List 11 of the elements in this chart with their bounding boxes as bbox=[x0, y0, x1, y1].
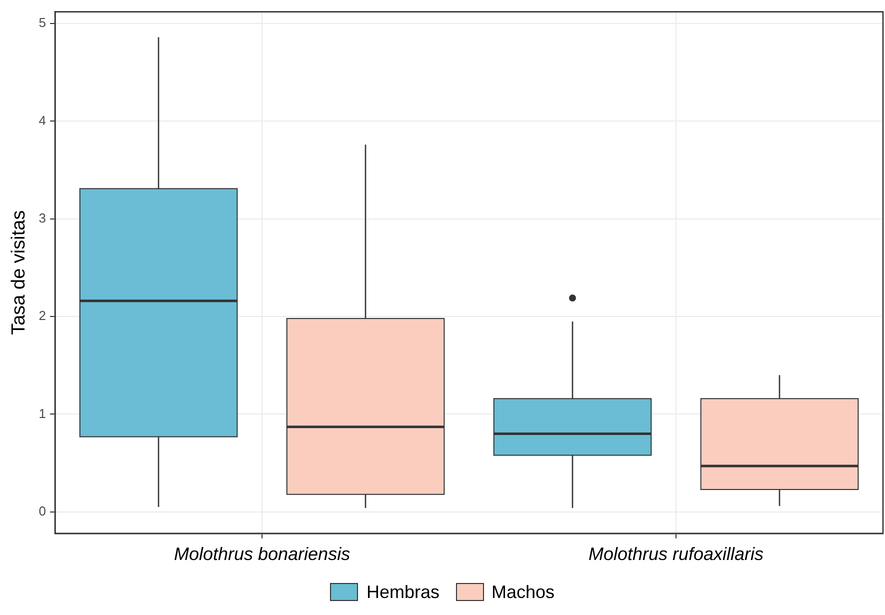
y-tick-label: 0 bbox=[38, 503, 46, 518]
y-axis-title: Tasa de visitas bbox=[8, 210, 30, 335]
y-tick-label: 3 bbox=[38, 210, 46, 226]
y-tick-label: 5 bbox=[38, 15, 46, 30]
x-tick-label: Molothrus bonariensis bbox=[174, 544, 350, 564]
y-tick-label: 1 bbox=[38, 406, 46, 421]
legend-label: Hembras bbox=[366, 582, 440, 602]
x-tick-label: Molothrus rufoaxillaris bbox=[588, 544, 764, 564]
y-tick-label: 4 bbox=[38, 112, 46, 128]
y-tick-label: 2 bbox=[38, 308, 46, 324]
legend-label: Machos bbox=[492, 582, 555, 602]
